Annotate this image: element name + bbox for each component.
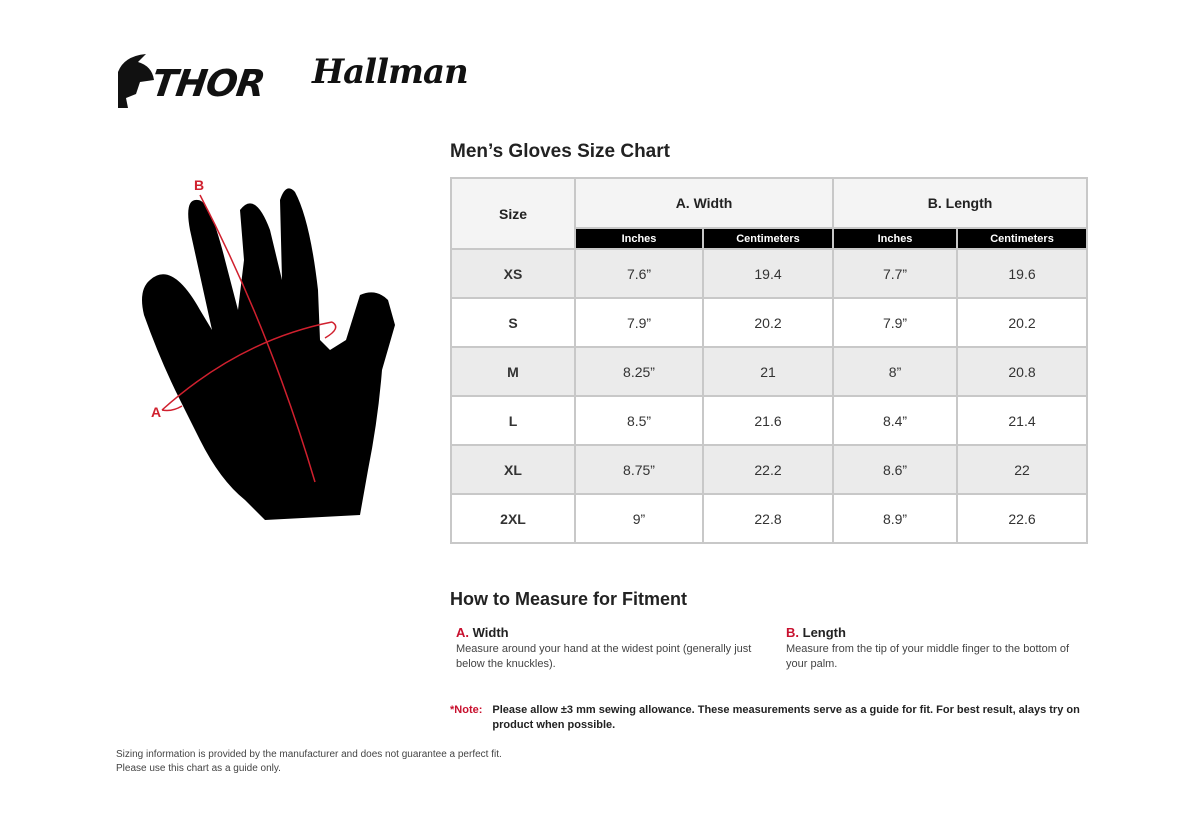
cell-size: M	[450, 346, 576, 397]
footer: Sizing information is provided by the ma…	[116, 748, 502, 776]
cell-l-cm: 22	[956, 444, 1089, 495]
length-line	[199, 194, 316, 483]
hallman-wordmark: Hallman	[312, 52, 469, 92]
cell-w-in: 9”	[574, 493, 704, 544]
cell-w-cm: 22.8	[701, 493, 835, 544]
cell-l-cm: 20.8	[956, 346, 1089, 397]
cell-l-in: 8.9”	[832, 493, 959, 544]
cell-l-in: 7.9”	[832, 297, 959, 348]
sub-header: Inches	[574, 227, 704, 250]
cell-l-in: 8.6”	[832, 444, 959, 495]
footer-line: Please use this chart as a guide only.	[116, 763, 281, 774]
cell-l-in: 8.4”	[832, 395, 959, 446]
measure-title: How to Measure for Fitment	[450, 589, 688, 609]
thor-wordmark: THOR	[148, 62, 268, 105]
sub-header: Centimeters	[701, 227, 835, 250]
cell-w-cm: 21	[701, 346, 835, 397]
note: *Note: Please allow ±3 mm sewing allowan…	[450, 703, 1090, 733]
sub-header: Centimeters	[956, 227, 1089, 250]
length-letter: B.	[786, 625, 799, 640]
note-label: *Note:	[450, 704, 483, 716]
size-table: Size A. Width B. Length Inches Centimete…	[450, 177, 1089, 544]
table-row: M 8.25” 21 8” 20.8	[450, 346, 1089, 397]
cell-l-cm: 19.6	[956, 248, 1089, 299]
footer-line: Sizing information is provided by the ma…	[116, 749, 502, 760]
cell-w-in: 7.9”	[574, 297, 704, 348]
sub-header: Inches	[832, 227, 959, 250]
cell-w-in: 7.6”	[574, 248, 704, 299]
label-b: B	[194, 177, 204, 193]
table-row: XL 8.75” 22.2 8.6” 22	[450, 444, 1089, 495]
length-label: Length	[802, 625, 846, 640]
cell-size: XL	[450, 444, 576, 495]
cell-l-in: 8”	[832, 346, 959, 397]
width-desc: Measure around your hand at the widest p…	[456, 643, 752, 670]
hand-diagram: B A	[142, 177, 395, 520]
table-row: 2XL 9” 22.8 8.9” 22.6	[450, 493, 1089, 544]
table-row: XS 7.6” 19.4 7.7” 19.6	[450, 248, 1089, 299]
cell-l-cm: 22.6	[956, 493, 1089, 544]
cell-w-cm: 22.2	[701, 444, 835, 495]
cell-size: L	[450, 395, 576, 446]
measure-length: B. Length Measure from the tip of your m…	[786, 625, 1086, 672]
cell-w-in: 8.5”	[574, 395, 704, 446]
cell-w-cm: 19.4	[701, 248, 835, 299]
note-text: Please allow ±3 mm sewing allowance. The…	[492, 704, 1080, 731]
cell-w-cm: 20.2	[701, 297, 835, 348]
thor-helmet-icon	[118, 54, 154, 108]
hand-silhouette	[142, 188, 395, 520]
cell-w-in: 8.75”	[574, 444, 704, 495]
thor-logo: THOR	[116, 52, 291, 110]
width-letter: A.	[456, 625, 469, 640]
label-a: A	[151, 404, 161, 420]
table-row: S 7.9” 20.2 7.9” 20.2	[450, 297, 1089, 348]
width-label: Width	[472, 625, 509, 640]
table-row: L 8.5” 21.6 8.4” 21.4	[450, 395, 1089, 446]
length-header: B. Length	[832, 177, 1089, 229]
measure-width: A. Width Measure around your hand at the…	[456, 625, 766, 672]
cell-w-in: 8.25”	[574, 346, 704, 397]
length-desc: Measure from the tip of your middle fing…	[786, 643, 1070, 670]
cell-l-cm: 20.2	[956, 297, 1089, 348]
width-header: A. Width	[573, 177, 835, 229]
cell-size: S	[450, 297, 576, 348]
cell-w-cm: 21.6	[701, 395, 835, 446]
cell-size: XS	[450, 248, 576, 299]
page-title: Men’s Gloves Size Chart	[450, 141, 670, 162]
cell-l-cm: 21.4	[956, 395, 1089, 446]
size-header: Size	[450, 177, 576, 250]
cell-size: 2XL	[450, 493, 576, 544]
hallman-logo: Hallman	[312, 52, 469, 110]
cell-l-in: 7.7”	[832, 248, 959, 299]
width-arc	[161, 321, 333, 411]
